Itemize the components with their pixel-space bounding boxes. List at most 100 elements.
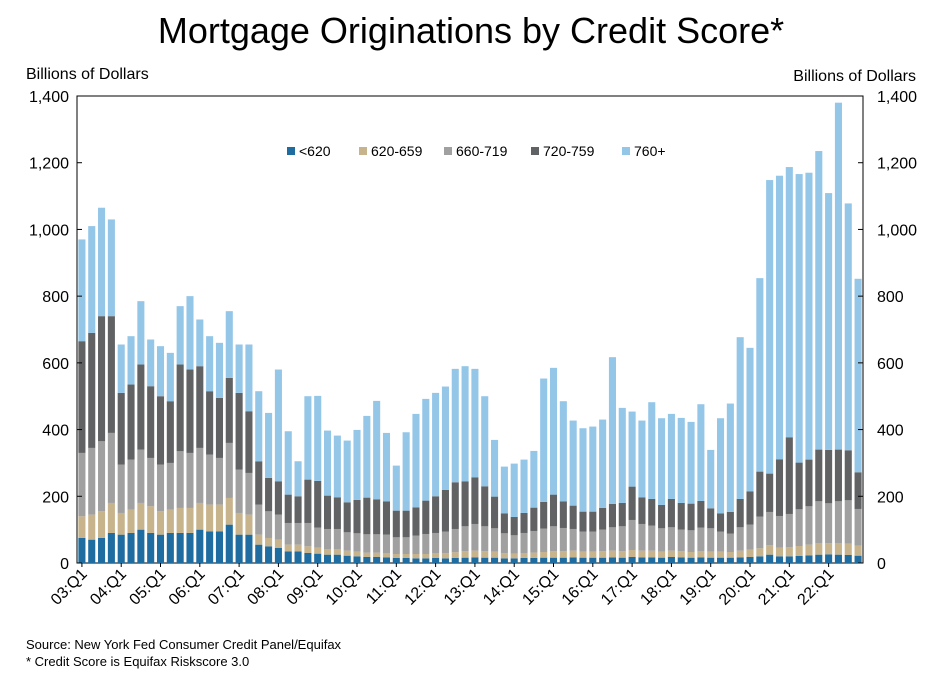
bar-segment-0-65 xyxy=(717,557,725,563)
bar-segment-4-11 xyxy=(186,296,194,370)
bar-segment-0-55 xyxy=(618,557,626,563)
bar-segment-0-43 xyxy=(500,558,508,563)
bar-segment-4-66 xyxy=(726,403,734,512)
bar-segment-1-3 xyxy=(107,502,115,533)
bar-segment-3-71 xyxy=(775,459,784,516)
bar-segment-0-36 xyxy=(432,557,440,563)
bar-segment-2-21 xyxy=(284,522,292,545)
bar-segment-3-64 xyxy=(707,508,715,529)
bar-segment-0-68 xyxy=(746,556,754,563)
bar-segment-1-8 xyxy=(156,511,165,535)
bar-segment-2-64 xyxy=(707,528,715,552)
bar-segment-2-72 xyxy=(785,513,793,548)
bar-segment-1-28 xyxy=(353,551,361,557)
bar-segment-4-17 xyxy=(245,344,253,412)
bar-segment-4-75 xyxy=(815,151,823,450)
y-tick-label-left-7: 1,400 xyxy=(29,89,69,106)
bar-segment-1-44 xyxy=(510,553,518,559)
bar-segment-1-51 xyxy=(579,551,587,558)
y-tick-label-left-3: 600 xyxy=(42,356,69,373)
bar-segment-1-20 xyxy=(274,539,282,548)
bar-segment-3-72 xyxy=(785,437,793,514)
bar-segment-3-8 xyxy=(156,396,165,465)
bar-segment-4-44 xyxy=(510,463,518,517)
bar-segment-2-16 xyxy=(235,469,243,513)
bar-segment-1-41 xyxy=(481,551,489,558)
plot-frame xyxy=(76,95,864,564)
bar-segment-2-18 xyxy=(255,504,263,535)
bar-segment-2-79 xyxy=(854,508,862,546)
bar-segment-4-21 xyxy=(284,431,292,495)
bar-segment-3-61 xyxy=(677,502,685,530)
bar-segment-1-12 xyxy=(196,502,204,530)
bar-segment-3-26 xyxy=(333,497,341,529)
bar-segment-2-24 xyxy=(314,527,322,548)
bar-segment-0-40 xyxy=(471,557,479,563)
bar-segment-0-18 xyxy=(255,544,263,563)
bar-segment-1-63 xyxy=(697,550,705,558)
bar-segment-2-8 xyxy=(156,464,165,512)
bar-segment-4-10 xyxy=(176,306,184,365)
bar-segment-3-14 xyxy=(215,397,223,458)
legend-label-1: 620-659 xyxy=(371,143,423,159)
bar-segment-3-67 xyxy=(736,498,744,528)
bar-segment-0-28 xyxy=(353,556,361,563)
bar-segment-0-9 xyxy=(166,532,174,563)
bar-segment-0-22 xyxy=(294,551,302,563)
bar-segment-4-59 xyxy=(658,418,666,505)
x-tick-label-3: 06:Q1 xyxy=(166,566,209,609)
bar-segment-3-48 xyxy=(549,494,558,527)
x-tick-label-14: 17:Q1 xyxy=(598,566,641,609)
bar-segment-1-42 xyxy=(491,551,499,558)
bar-segment-3-58 xyxy=(648,498,656,526)
bar-segment-4-30 xyxy=(373,400,381,500)
bar-segment-4-20 xyxy=(274,369,282,482)
bar-segment-2-2 xyxy=(98,441,106,512)
bar-segment-4-23 xyxy=(304,396,312,480)
credit-score-note: * Credit Score is Equifax Riskscore 3.0 xyxy=(26,654,250,669)
bar-segment-1-33 xyxy=(402,553,410,558)
bar-segment-2-12 xyxy=(196,447,204,503)
x-tick-label-6: 09:Q1 xyxy=(284,566,327,609)
bar-segment-4-9 xyxy=(166,352,174,402)
bar-segment-0-52 xyxy=(589,557,597,563)
bar-segment-4-38 xyxy=(451,368,459,483)
bar-segment-0-42 xyxy=(491,557,499,563)
bar-segment-4-78 xyxy=(844,203,852,451)
chart-title: Mortgage Originations by Credit Score* xyxy=(157,10,785,51)
bar-segment-3-42 xyxy=(491,496,499,529)
bar-segment-3-15 xyxy=(225,377,233,443)
bar-segment-4-36 xyxy=(432,392,440,497)
bar-segment-0-20 xyxy=(274,547,282,563)
bar-segment-0-53 xyxy=(599,557,607,563)
bar-segment-0-56 xyxy=(628,556,636,563)
y-tick-label-right-6: 1,200 xyxy=(877,156,917,173)
bar-segment-0-54 xyxy=(608,557,616,563)
y-tick-label-right-4: 800 xyxy=(877,289,904,306)
bar-segment-3-36 xyxy=(432,496,440,533)
bar-segment-3-49 xyxy=(559,501,567,528)
y-axis-label-right: Billions of Dollars xyxy=(793,68,916,85)
bar-segment-4-37 xyxy=(441,386,449,490)
bar-segment-1-75 xyxy=(815,542,823,555)
bar-segment-0-37 xyxy=(441,558,449,563)
bar-segment-0-49 xyxy=(559,557,567,563)
bar-segment-1-55 xyxy=(618,551,626,558)
legend-swatch-4 xyxy=(622,147,630,155)
bar-segment-3-17 xyxy=(245,411,253,473)
x-tick-label-5: 08:Q1 xyxy=(244,566,287,609)
bar-segment-2-55 xyxy=(618,526,626,552)
bar-segment-0-69 xyxy=(756,556,764,563)
y-tick-label-left-1: 200 xyxy=(42,489,69,506)
bar-segment-0-72 xyxy=(785,556,793,563)
bar-segment-3-44 xyxy=(510,516,518,536)
bar-segment-4-2 xyxy=(98,207,106,317)
bar-segment-0-73 xyxy=(795,555,803,563)
bar-segment-4-70 xyxy=(766,180,774,474)
bar-segment-0-33 xyxy=(402,557,410,563)
x-tick-label-19: 22:Q1 xyxy=(795,566,838,609)
bar-segment-1-47 xyxy=(540,551,548,558)
bar-segment-0-10 xyxy=(176,532,184,563)
bar-segment-4-54 xyxy=(608,357,616,504)
